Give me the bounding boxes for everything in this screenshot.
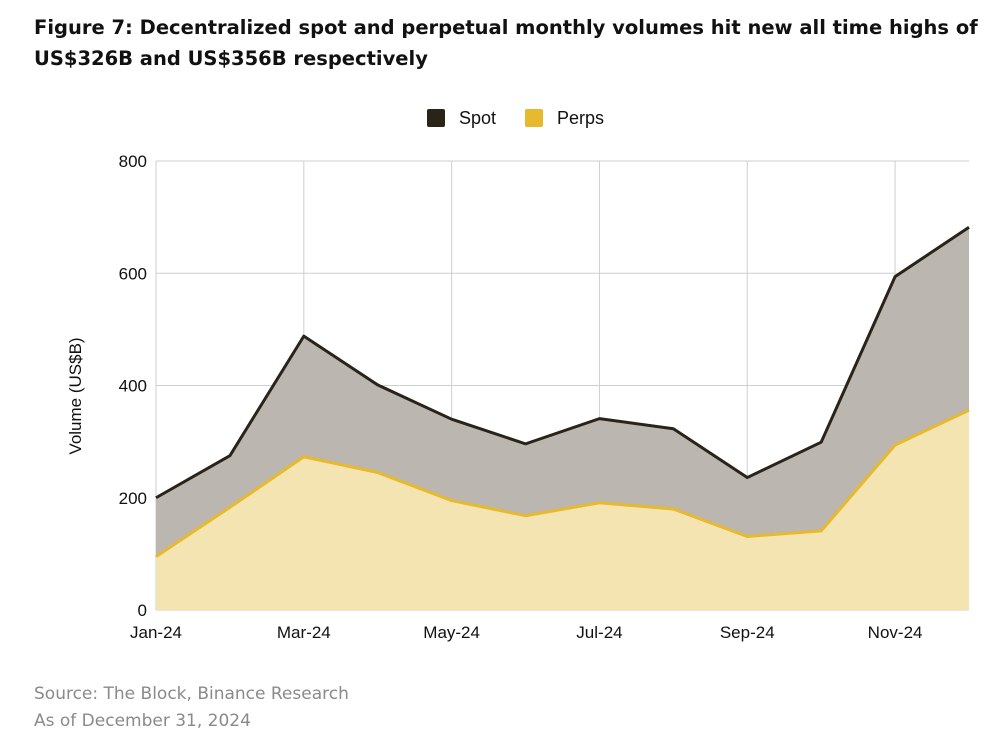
chart-lines — [155, 225, 970, 558]
legend-swatch-perps — [525, 109, 543, 127]
source-note: Source: The Block, Binance Research As o… — [34, 681, 349, 735]
y-tick-label: 200 — [119, 489, 147, 508]
x-tick-label: Jul-24 — [576, 623, 622, 642]
y-tick-label: 400 — [119, 377, 147, 396]
as-of-line: As of December 31, 2024 — [34, 711, 251, 731]
x-tick-label: May-24 — [423, 623, 480, 642]
x-tick-label: Nov-24 — [868, 623, 923, 642]
source-line: Source: The Block, Binance Research — [34, 684, 349, 704]
chart: 0 200 400 600 800 Jan-24 Mar-24 May-24 Jul-24 Se… — [66, 108, 970, 642]
y-tick-label: 600 — [119, 264, 147, 283]
y-axis-label: Volume (US$B) — [66, 337, 85, 454]
legend-label-perps: Perps — [557, 108, 604, 128]
x-tick-labels: Jan-24 Mar-24 May-24 Jul-24 Sep-24 Nov-24 — [130, 623, 922, 642]
spot-area — [156, 227, 969, 557]
x-tick-label: Sep-24 — [720, 623, 775, 642]
legend: Spot Perps — [427, 108, 604, 128]
y-tick-labels: 0 200 400 600 800 — [119, 152, 147, 620]
y-tick-label: 0 — [138, 601, 147, 620]
chart-title: Figure 7: Decentralized spot and perpetu… — [34, 16, 978, 70]
legend-label-spot: Spot — [459, 108, 496, 128]
y-tick-label: 800 — [119, 152, 147, 171]
legend-swatch-spot — [427, 109, 445, 127]
chart-areas — [156, 227, 969, 610]
x-tick-label: Jan-24 — [130, 623, 182, 642]
spot-line — [155, 225, 970, 500]
perps-line — [155, 408, 970, 558]
x-tick-label: Mar-24 — [277, 623, 331, 642]
